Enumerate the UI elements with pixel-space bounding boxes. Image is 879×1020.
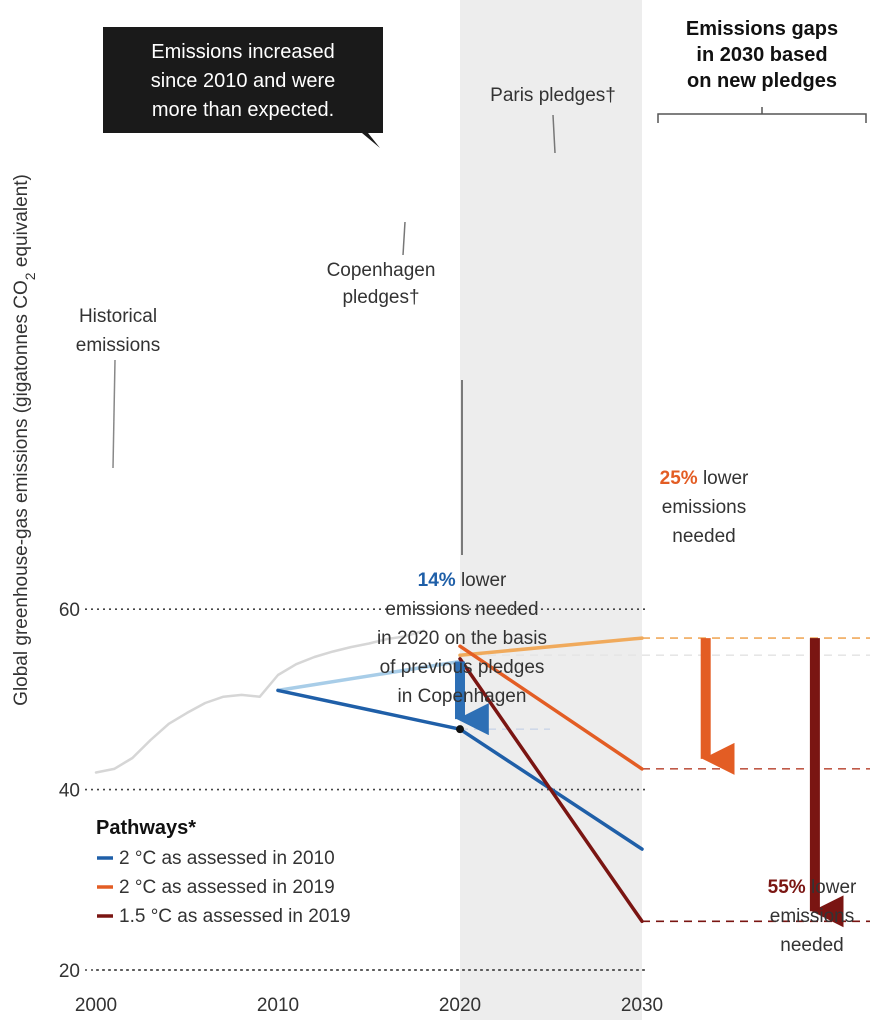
paris-label: Paris pledges†: [490, 85, 616, 106]
legend-label-0: 2 °C as assessed in 2010: [119, 848, 335, 869]
copenhagen-label-1: pledges†: [342, 287, 419, 308]
leader-copenhagen: [402, 221, 406, 256]
callout-line-2: more than expected.: [152, 99, 334, 121]
gap-2020-line-2: in 2020 on the basis: [377, 628, 547, 649]
gap-15c-percent: 55%: [768, 877, 806, 898]
gap-15c-line-0-rest: lower: [806, 877, 857, 898]
y-axis-label-part-3: equivalent): [11, 174, 32, 272]
gaps-title-2: on new pledges: [687, 70, 837, 92]
y-tick-label-40: 40: [59, 781, 80, 802]
series-line-copenhagen-pledges: [276, 659, 462, 693]
x-tick-label-2010: 2010: [257, 995, 299, 1016]
callout-line-0: Emissions increased: [151, 41, 334, 63]
x-tick-label-2020: 2020: [439, 995, 481, 1016]
legend-title: Pathways*: [96, 817, 196, 839]
gap-2c-line-1: emissions: [662, 497, 746, 518]
legend-label-2: 1.5 °C as assessed in 2019: [119, 906, 351, 927]
callout-line-1: since 2010 and were: [151, 70, 336, 92]
series-line-2-c-as-assessed-in-2019: [458, 644, 644, 771]
historical-label-1: emissions: [76, 335, 160, 356]
gap-2020-line-3: of previous pledges: [380, 657, 545, 678]
x-tick-label-2000: 2000: [75, 995, 117, 1016]
x-tick-label-2030: 2030: [621, 995, 663, 1016]
gaps-title-1: in 2030 based: [696, 44, 827, 66]
gap-2020-line-0-rest: lower: [456, 570, 507, 591]
gap-2020-line-4: in Copenhagen: [398, 686, 527, 707]
gap-15c-line-1: emissions: [770, 906, 854, 927]
y-axis-label-part-1: Global greenhouse-gas emissions (gigaton…: [11, 280, 32, 706]
y-tick-label-60: 60: [59, 600, 80, 621]
gaps-title-0: Emissions gaps: [686, 18, 838, 40]
callout-box: [103, 27, 383, 133]
leader-historical: [112, 359, 116, 469]
gap-2c-line-2: needed: [672, 526, 735, 547]
series-line-historical-emissions: [94, 629, 425, 774]
gap-2c-line-0-rest: lower: [698, 468, 749, 489]
callout-pointer: [362, 133, 380, 148]
gap-2020-percent: 14%: [418, 570, 456, 591]
gap-2c-line-0: 25% lower: [660, 468, 749, 489]
gap-2020-line-1: emissions needed: [385, 599, 538, 620]
legend-label-1: 2 °C as assessed in 2019: [119, 877, 335, 898]
copenhagen-label-0: Copenhagen: [327, 260, 436, 281]
point-2020-blue: [456, 725, 464, 734]
y-axis-label-part-2: 2: [22, 272, 38, 280]
y-tick-label-20: 20: [59, 961, 80, 982]
gap-15c-line-2: needed: [780, 935, 843, 956]
shaded-projection-region: [460, 0, 642, 1020]
gap-2c-percent: 25%: [660, 468, 698, 489]
y-axis-label: Global greenhouse-gas emissions (gigaton…: [11, 174, 38, 706]
series-line-paris-pledges: [458, 636, 644, 657]
gap-15c-line-0: 55% lower: [768, 877, 857, 898]
leader-paris: [552, 114, 556, 154]
series-line-1.5-c-as-assessed-in-2019: [458, 657, 644, 924]
gap-2020-line-0: 14% lower: [418, 570, 507, 591]
gaps-bracket: [657, 107, 867, 123]
historical-label-0: Historical: [79, 306, 157, 327]
